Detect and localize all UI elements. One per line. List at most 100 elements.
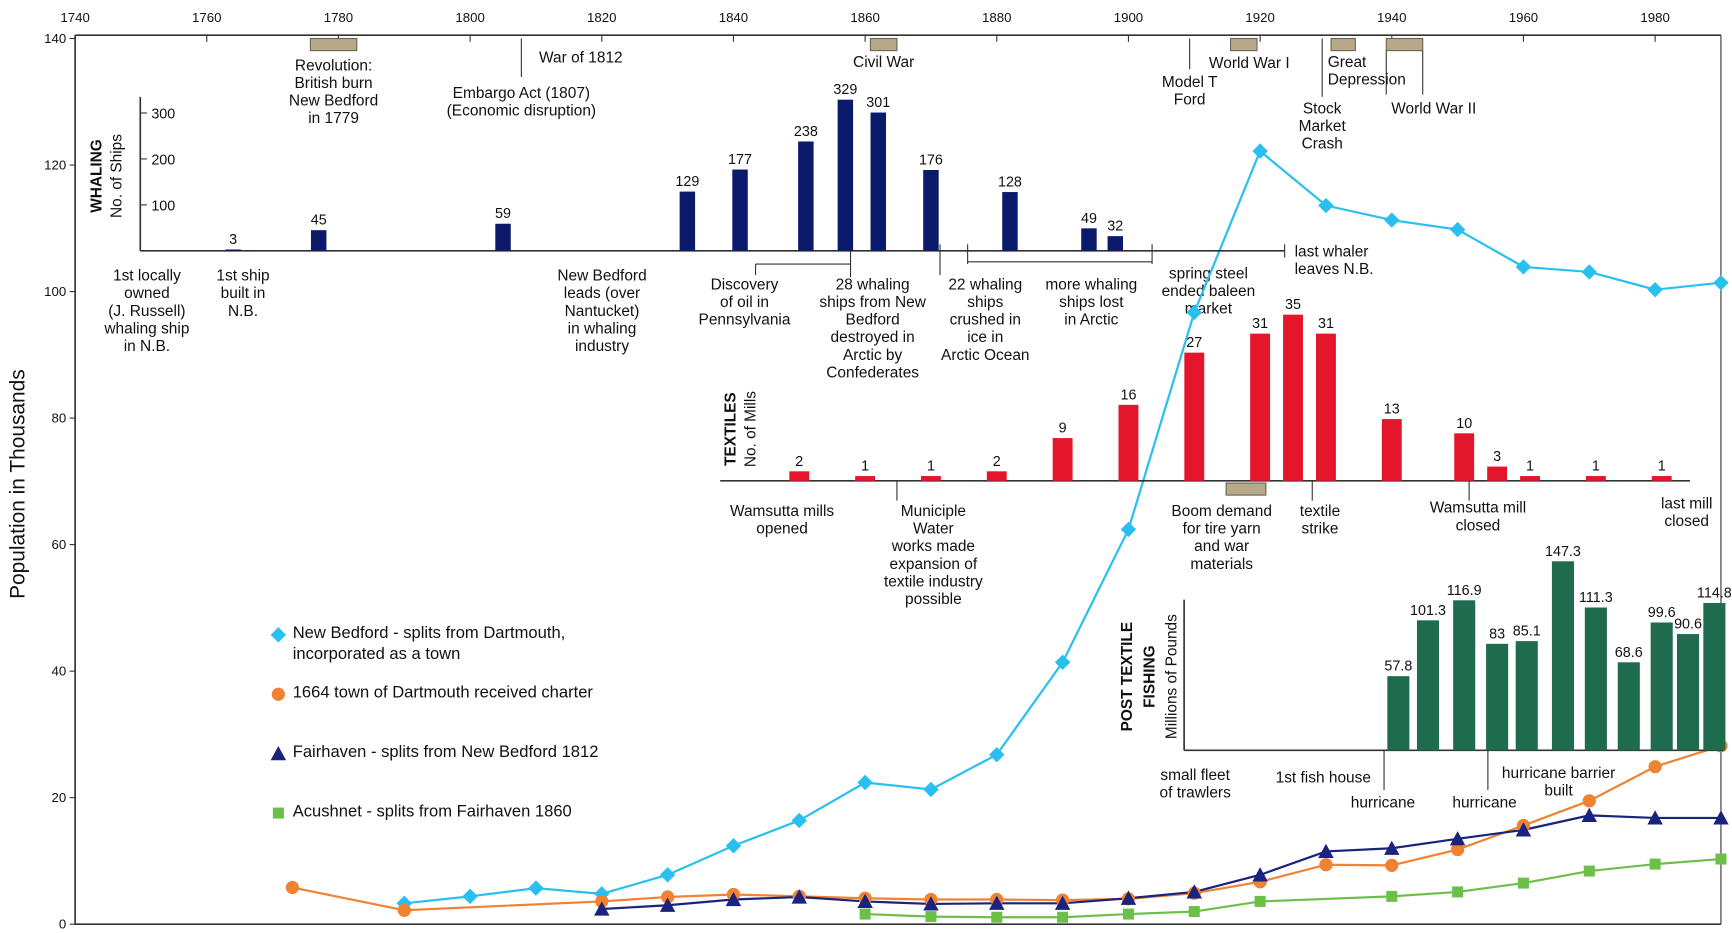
point [1384,840,1400,855]
value-label: 16 [1120,387,1136,403]
value-label: 27 [1186,335,1202,351]
bar [1650,622,1673,751]
bar [1416,620,1440,751]
bar [798,141,814,251]
point [659,867,676,883]
bar [1520,476,1540,481]
annotation-line: materials [1190,556,1253,573]
annotation-line: Confederates [826,364,919,381]
legend-label: New Bedford - splits from Dartmouth, inc… [292,623,566,664]
annotation: New Bedford leads (over Nantucket) in whali… [557,268,646,355]
annotation: Wamsutta mills opened [730,503,834,538]
bar [1486,643,1509,751]
annotation: Revolution: British burn New Bedford in 177… [289,57,378,127]
annotation-line: British burn [295,75,373,92]
bar [1551,561,1574,751]
annotation-line: World War II [1391,100,1476,117]
annotation-line: Civil War [853,54,914,71]
point [1188,906,1200,918]
legend-marker [272,807,284,819]
x-tick-label: 1880 [982,10,1011,25]
x-tick-label: 1940 [1377,10,1406,25]
annotation-line: 28 whaling [836,276,910,293]
point [1186,884,1203,899]
point [989,895,1005,910]
point [1120,890,1137,905]
annotation-line: Great [1328,54,1367,71]
annotation: Great Depression [1328,54,1406,89]
bar [1184,352,1205,481]
x-tick-label: 1840 [719,10,748,25]
annotation: 1st locally owned (J. Russell) whaling ship… [103,268,189,355]
annotation-line: ships lost [1059,294,1124,311]
annotation-line: for tire yarn [1183,521,1261,538]
annotation-line: New Bedford [557,268,646,285]
legend-entry: Fairhaven - splits from New Bedford 1812 [292,742,599,762]
point [1647,281,1663,298]
annotation: last whaler leaves N.B. [1295,243,1374,278]
y-tick-label: 60 [52,537,67,552]
bar [1515,641,1538,751]
annotation: 1st ship built in N.B. [216,268,269,320]
point [528,880,544,896]
point [285,880,299,895]
annotation-line: Arctic Ocean [941,347,1029,364]
point [923,896,939,911]
point [1581,807,1598,822]
point [1122,908,1134,920]
point [1649,858,1661,870]
event-box [869,37,898,52]
legend-label: Fairhaven - splits from New Bedford 1812 [292,742,599,762]
y-tick-label: 100 [44,284,66,299]
point [1450,842,1465,857]
annotation-line: Model T [1162,74,1218,91]
point [1057,911,1069,923]
annotation-line: spring steel [1169,265,1248,282]
annotation: 1st fish house [1276,769,1371,786]
bar [986,471,1007,481]
point [1054,654,1071,670]
point [725,891,742,907]
annotation-line: Ford [1174,92,1206,109]
point [989,746,1005,763]
annotation-line: of trawlers [1160,785,1232,802]
value-label: 99.6 [1648,605,1676,621]
annotation-line: Embargo Act (1807) [453,85,590,102]
value-label: 31 [1318,316,1334,332]
point [1120,521,1137,538]
bar [923,169,939,251]
value-label: 31 [1252,316,1268,332]
annotation-line: crushed in [950,312,1021,329]
legend-entry: 1664 town of Dartmouth received charter [293,683,593,702]
bar [225,249,241,251]
inset-axis-label: No. of Ships [108,134,125,218]
value-label: 90.6 [1674,617,1702,633]
point [1319,858,1333,872]
annotation: Wamsutta mill closed [1430,500,1526,535]
x-tick-label: 1780 [324,10,353,25]
annotation-line: Pennsylvania [699,312,791,329]
bar [1585,476,1606,481]
annotation: Stock Market Crash [1299,100,1347,152]
point [1054,895,1071,910]
annotation-line: ships [967,294,1003,311]
annotation-line: New Bedford [289,93,378,110]
annotation-line: textile industry [884,573,983,590]
annotation-line: ice in [967,329,1003,346]
point [1713,275,1729,291]
bar [855,476,876,481]
point [1648,760,1662,774]
point [991,911,1003,923]
x-tick-label: 1820 [587,10,616,25]
annotation-line: (J. Russell) [108,303,185,320]
point [1713,810,1729,825]
annotation-line: Bedford [846,312,900,329]
bar [495,223,511,251]
bar [1617,662,1640,751]
point [1318,843,1334,859]
point [1386,890,1398,902]
value-label: 329 [833,82,857,98]
value-label: 68.6 [1615,645,1643,661]
point [1384,212,1400,228]
annotation-line: of oil in [720,294,769,311]
